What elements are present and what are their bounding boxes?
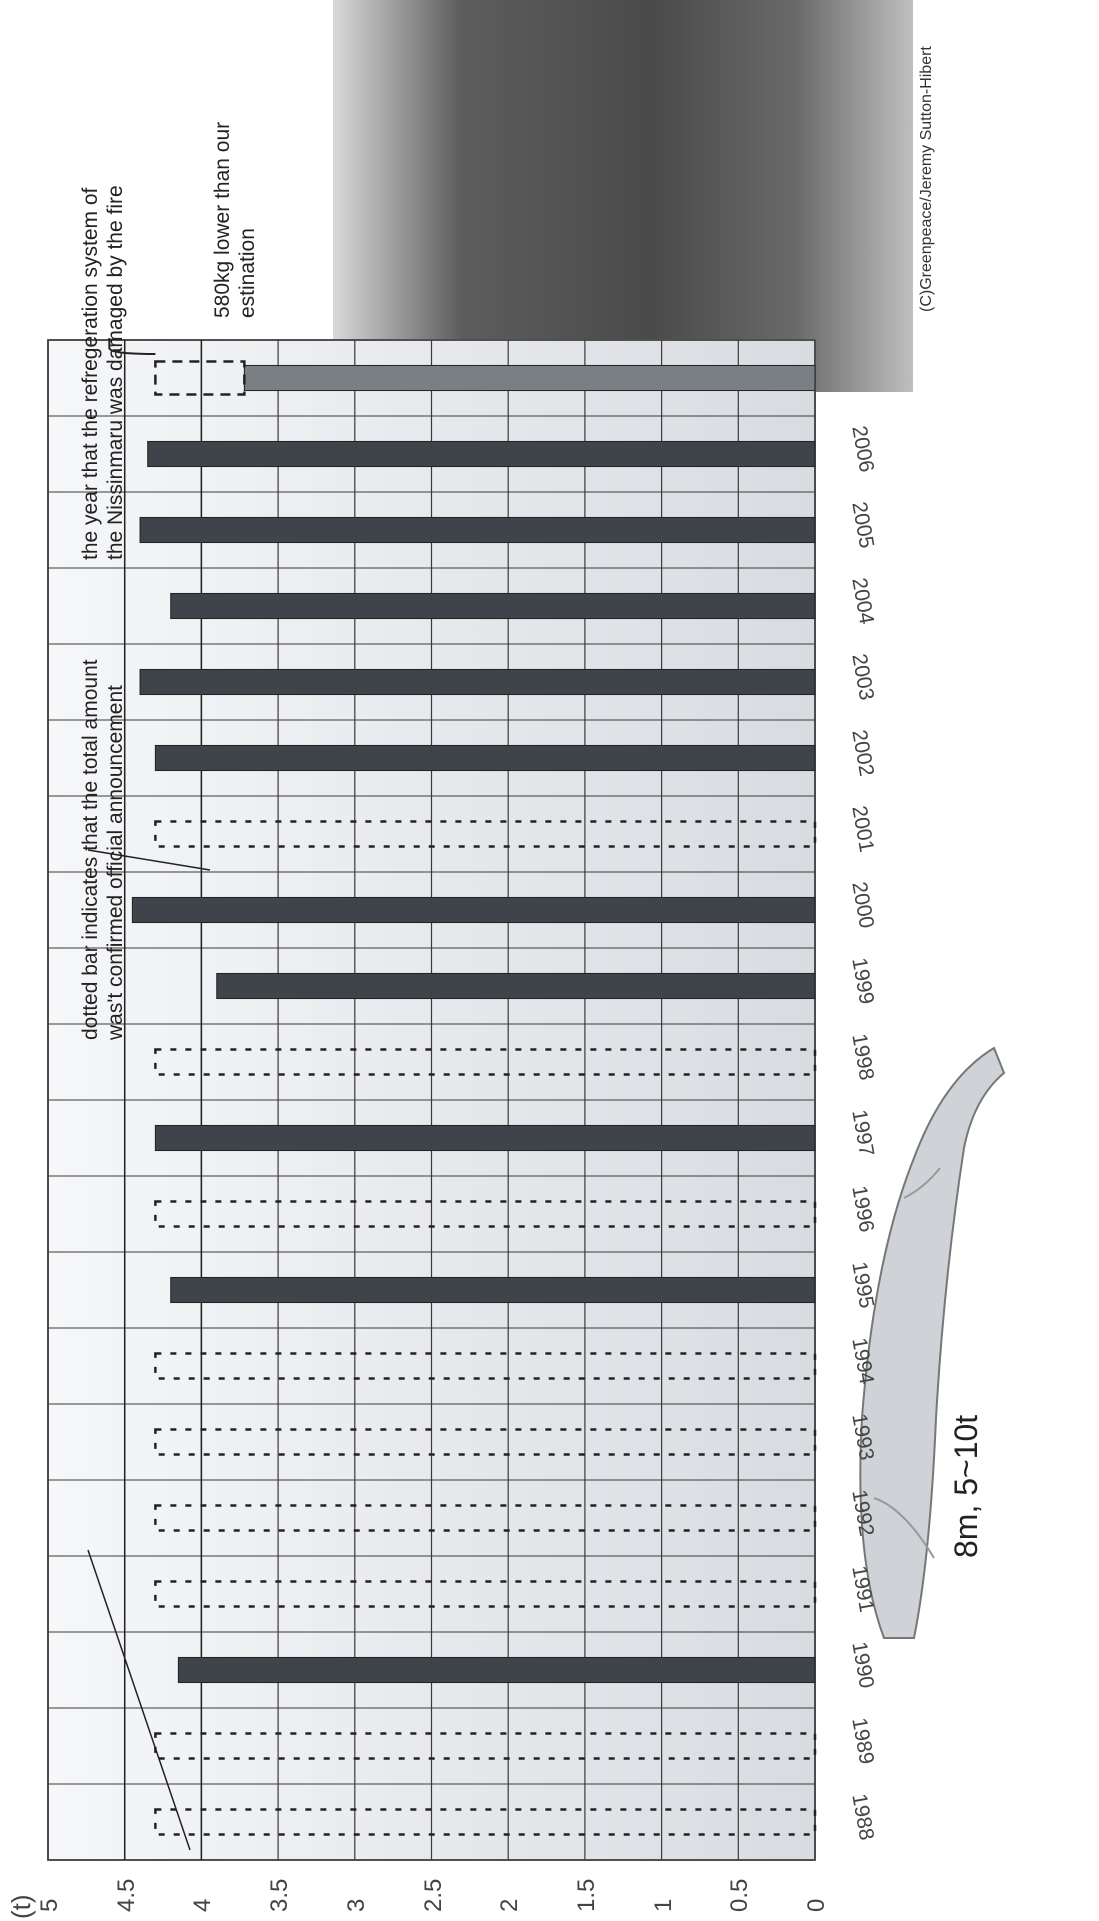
y-tick-label: 4 [189,1898,217,1912]
y-tick-label: 3.5 [266,1878,294,1912]
y-tick-label: 1 [649,1898,677,1912]
y-tick-label: 2.5 [419,1878,447,1912]
dotted-note-line-2: was't confirmed official announcement [104,685,127,1040]
bar-2003 [139,668,816,696]
estimate-note-line-2: estination [236,228,259,318]
bar-2002 [154,744,816,772]
estimate-bracket [108,338,156,355]
bar-1999 [216,972,816,1000]
y-tick-label: 0 [803,1898,830,1912]
bar-1997 [154,1124,816,1152]
fire-note-callout [87,849,211,871]
dotted-bar-note: dotted bar indicates that the total amou… [78,659,128,1040]
fire-note-line-2: the Nissinmaru was damaged by the fire [104,185,127,560]
y-tick-label: 4.5 [112,1878,140,1912]
bar-1990 [177,1656,816,1684]
dotted-note-line-1: dotted bar indicates that the total amou… [79,659,102,1040]
bar-2004 [170,592,816,620]
whale-illustration: 8m, 5~10t [844,1038,1020,1678]
estimate-note: 580kg lower than our estination [210,122,260,318]
bar-2006 [147,440,816,468]
estimate-note-line-1: 580kg lower than our [211,121,234,318]
y-tick-label: 0.5 [726,1878,754,1912]
bar-2000 [131,896,816,924]
y-unit-label: (t) [6,1894,36,1919]
whale-icon [859,1046,1006,1639]
whale-size-label: 8m, 5~10t [948,1414,984,1558]
fire-note-line-1: the year that the refregeration system o… [79,187,102,560]
whaling-ship-photo [333,0,913,392]
y-tick-label: 1.5 [572,1878,600,1912]
y-tick-label: 5 [36,1898,63,1912]
dotted-note-callout [87,1549,191,1851]
bar-1995 [170,1276,816,1304]
fire-note: the year that the refregeration system o… [78,185,128,560]
y-tick-label: 2 [496,1898,524,1912]
extra-bar [243,364,816,392]
estimate-dashed-box [154,360,246,396]
y-tick-label: 3 [342,1898,370,1912]
bar-2005 [139,516,816,544]
